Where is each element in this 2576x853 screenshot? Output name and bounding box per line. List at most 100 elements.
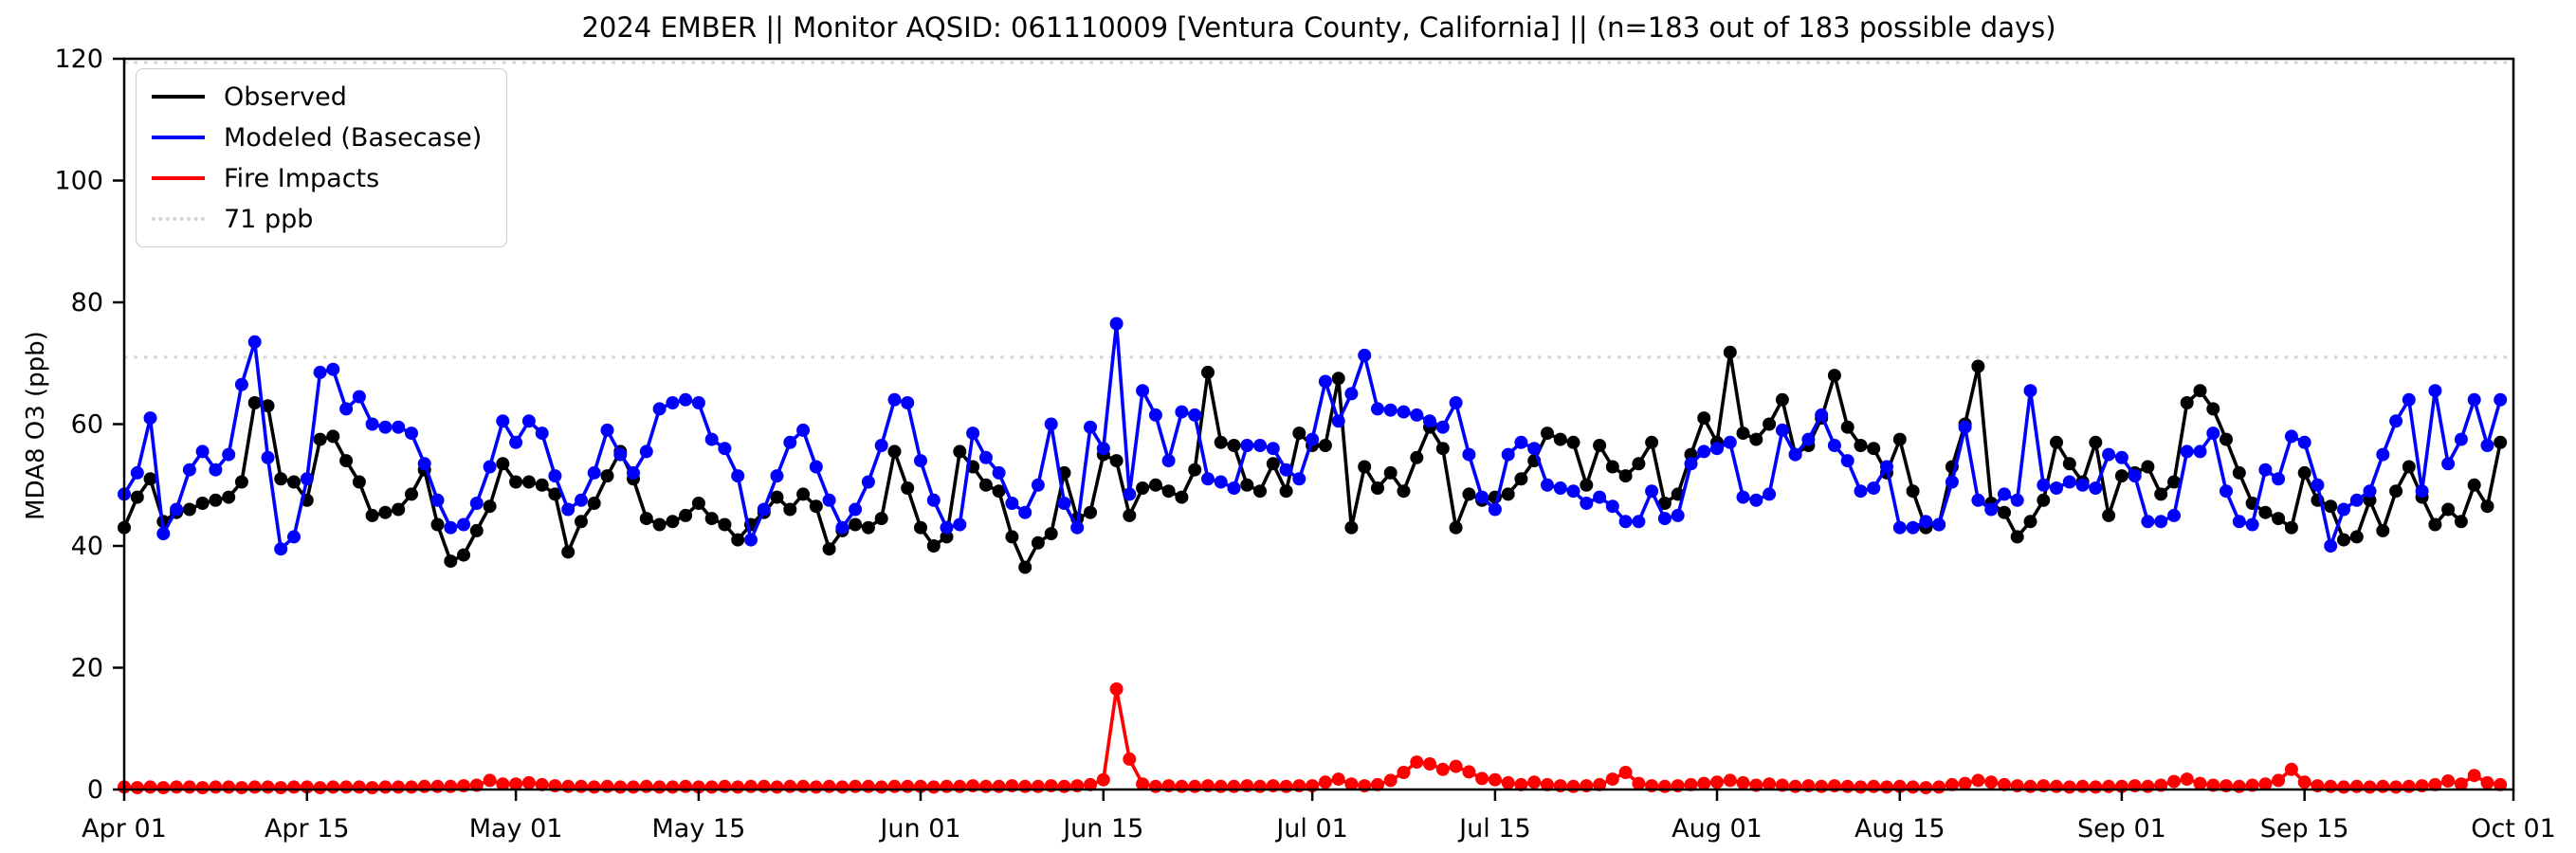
observed-marker: [1344, 520, 1359, 535]
observed-marker: [457, 548, 470, 562]
modeled-basecase-marker: [392, 420, 406, 434]
fire-impacts-marker: [849, 779, 863, 793]
fire-impacts-marker: [521, 775, 536, 789]
fire-impacts-marker: [861, 779, 875, 793]
modeled-basecase-marker: [444, 520, 458, 535]
fire-impacts-marker: [2454, 777, 2468, 791]
observed-marker: [2167, 475, 2181, 489]
observed-marker: [887, 445, 902, 459]
x-axis-tick-label: Jun 01: [878, 814, 960, 844]
modeled-basecase-marker: [718, 442, 732, 456]
observed-marker: [1618, 469, 1633, 483]
observed-marker: [2272, 512, 2286, 526]
modeled-basecase-marker: [2062, 475, 2076, 489]
observed-marker: [378, 505, 393, 519]
modeled-basecase-marker: [2454, 432, 2468, 446]
modeled-basecase-marker: [378, 420, 393, 434]
fire-impacts-marker: [639, 779, 653, 793]
modeled-basecase-marker: [2206, 426, 2220, 441]
fire-impacts-marker: [1475, 771, 1489, 786]
fire-impacts-marker: [234, 781, 248, 795]
fire-impacts-marker: [1344, 777, 1359, 791]
fire-impacts-marker: [143, 780, 157, 794]
modeled-basecase-marker: [2180, 445, 2194, 459]
observed-marker: [1645, 435, 1659, 449]
fire-impacts-marker: [652, 780, 667, 794]
observed-marker: [392, 502, 406, 517]
observed-marker: [953, 445, 967, 459]
observed-marker: [796, 487, 811, 501]
observed-marker: [1501, 487, 1515, 501]
observed-marker: [1998, 505, 2011, 519]
observed-marker: [2324, 499, 2338, 514]
modeled-basecase-marker: [1657, 512, 1672, 526]
fire-impacts-marker: [1514, 777, 1528, 791]
observed-marker: [1331, 372, 1345, 386]
fire-impacts-marker: [535, 777, 549, 791]
observed-marker: [1684, 447, 1698, 462]
x-axis-tick-label: Jul 01: [1274, 814, 1348, 844]
observed-marker: [1723, 345, 1737, 359]
fire-impacts-marker: [1854, 780, 1868, 794]
modeled-basecase-marker: [1188, 408, 1202, 422]
observed-marker: [2023, 515, 2037, 529]
modeled-basecase-marker: [483, 460, 497, 474]
modeled-basecase-marker: [417, 457, 431, 471]
modeled-basecase-marker: [1919, 515, 1933, 529]
fire-impacts-marker: [405, 780, 418, 794]
observed-marker: [704, 512, 719, 526]
fire-impacts-marker: [613, 780, 628, 794]
modeled-basecase-marker: [809, 460, 823, 474]
fire-impacts-marker: [2337, 780, 2350, 794]
modeled-basecase-marker: [352, 390, 366, 404]
modeled-basecase-marker: [2376, 447, 2390, 462]
fire-impacts-marker: [2232, 779, 2246, 793]
modeled-basecase-marker: [1488, 502, 1502, 517]
modeled-basecase-marker: [2010, 493, 2024, 507]
modeled-basecase-marker: [901, 396, 915, 409]
fire-impacts-marker: [156, 781, 171, 795]
fire-impacts-marker: [2180, 772, 2194, 787]
fire-impacts-marker: [744, 779, 758, 793]
observed-marker: [2102, 508, 2116, 522]
modeled-basecase-marker: [2363, 484, 2377, 499]
fire-impacts-marker: [2494, 777, 2508, 791]
observed-marker: [2337, 533, 2350, 547]
modeled-basecase-marker: [822, 493, 836, 507]
fire-impacts-marker: [822, 779, 836, 793]
y-axis-tick-label: 0: [87, 775, 103, 805]
y-axis-tick-label: 120: [54, 45, 103, 74]
observed-marker: [783, 502, 797, 517]
fire-impacts-marker: [1815, 779, 1829, 793]
observed-marker: [1449, 520, 1463, 535]
y-axis-tick-label: 100: [54, 167, 103, 196]
modeled-basecase-marker: [365, 417, 379, 431]
observed-marker: [430, 517, 445, 532]
fire-impacts-marker: [2389, 780, 2403, 794]
modeled-basecase-marker: [339, 402, 354, 416]
fire-impacts-marker: [1723, 773, 1737, 788]
observed-marker: [770, 490, 784, 504]
observed-marker: [182, 502, 196, 517]
fire-impacts-marker: [444, 779, 458, 793]
legend-label-observed: Observed: [224, 82, 347, 112]
modeled-basecase-marker: [182, 463, 196, 477]
x-axis-tick-label: Jul 15: [1457, 814, 1531, 844]
fire-impacts-marker: [1998, 777, 2011, 791]
observed-marker: [1892, 432, 1907, 446]
modeled-basecase-marker: [704, 432, 719, 446]
modeled-basecase-marker: [2050, 481, 2063, 495]
fire-impacts-marker: [1383, 773, 1398, 788]
observed-series: [118, 345, 2508, 574]
observed-marker: [874, 512, 888, 526]
fire-impacts-series: [118, 682, 2508, 795]
fire-impacts-marker: [222, 780, 236, 794]
modeled-basecase-marker: [1175, 405, 1189, 419]
observed-marker: [2154, 487, 2168, 501]
observed-marker: [143, 472, 157, 486]
modeled-basecase-marker: [2402, 392, 2416, 407]
fire-impacts-marker: [1593, 777, 1607, 791]
fire-impacts-marker: [1371, 777, 1384, 791]
modeled-basecase-marker: [731, 469, 745, 483]
modeled-basecase-marker: [1148, 408, 1162, 422]
